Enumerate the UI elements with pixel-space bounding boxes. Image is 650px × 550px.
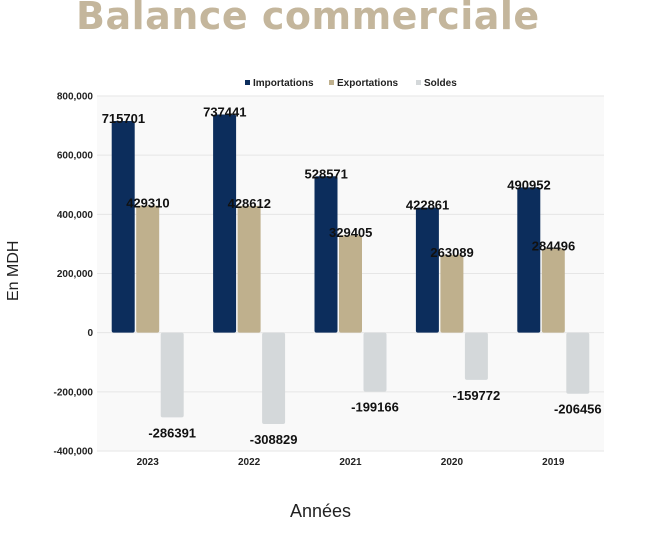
y-tick-label: -400,000	[54, 447, 94, 458]
y-tick-label: -200,000	[54, 387, 94, 398]
bar-importations	[314, 176, 338, 333]
y-tick-label: 400,000	[57, 210, 94, 221]
data-label: 528571	[305, 166, 348, 181]
x-tick-label: 2023	[137, 457, 160, 468]
legend-swatch	[416, 80, 421, 85]
y-tick-label: 600,000	[57, 151, 94, 162]
x-tick-label: 2019	[542, 457, 565, 468]
bar-exportations	[339, 235, 362, 333]
x-axis-label: Années	[290, 501, 352, 521]
data-label: 263089	[430, 245, 473, 260]
legend-swatch	[329, 80, 334, 85]
data-label: -308829	[250, 432, 298, 447]
data-label: -199166	[351, 400, 399, 415]
bar-importations	[213, 114, 237, 333]
data-label: 715701	[102, 111, 145, 126]
data-label: -159772	[453, 388, 501, 403]
y-tick-label: 200,000	[57, 269, 94, 280]
bar-soldes	[464, 332, 488, 380]
y-tick-label: 800,000	[57, 92, 94, 103]
x-tick-label: 2022	[238, 457, 261, 468]
bar-soldes	[566, 332, 590, 394]
bar-exportations	[541, 248, 565, 333]
bar-exportations	[440, 254, 464, 333]
legend-label: Importations	[253, 78, 314, 89]
bar-importations	[415, 207, 439, 333]
x-tick-label: 2021	[339, 457, 362, 468]
legend-label: Soldes	[424, 78, 457, 89]
data-label: 422861	[406, 198, 449, 213]
y-axis-label: En MDH	[5, 240, 22, 301]
data-label: 428612	[228, 196, 271, 211]
data-label: 284496	[532, 239, 575, 254]
x-tick-label: 2020	[441, 457, 464, 468]
data-label: 737441	[203, 105, 246, 120]
legend-label: Exportations	[337, 78, 399, 89]
bar-exportations	[237, 205, 261, 333]
chart-title: Balance commerciale	[76, 0, 540, 38]
bar-soldes	[262, 332, 286, 425]
data-label: 429310	[126, 196, 169, 211]
bar-importations	[111, 120, 135, 333]
data-label: -286391	[148, 425, 196, 440]
data-label: 490952	[507, 177, 550, 192]
legend-swatch	[245, 80, 250, 85]
bar-exportations	[136, 205, 160, 333]
data-label: 329405	[329, 225, 372, 240]
bar-soldes	[363, 332, 387, 392]
bar-importations	[517, 187, 541, 333]
bar-soldes	[160, 332, 184, 418]
y-tick-label: 0	[87, 328, 93, 339]
data-label: -206456	[554, 402, 602, 417]
